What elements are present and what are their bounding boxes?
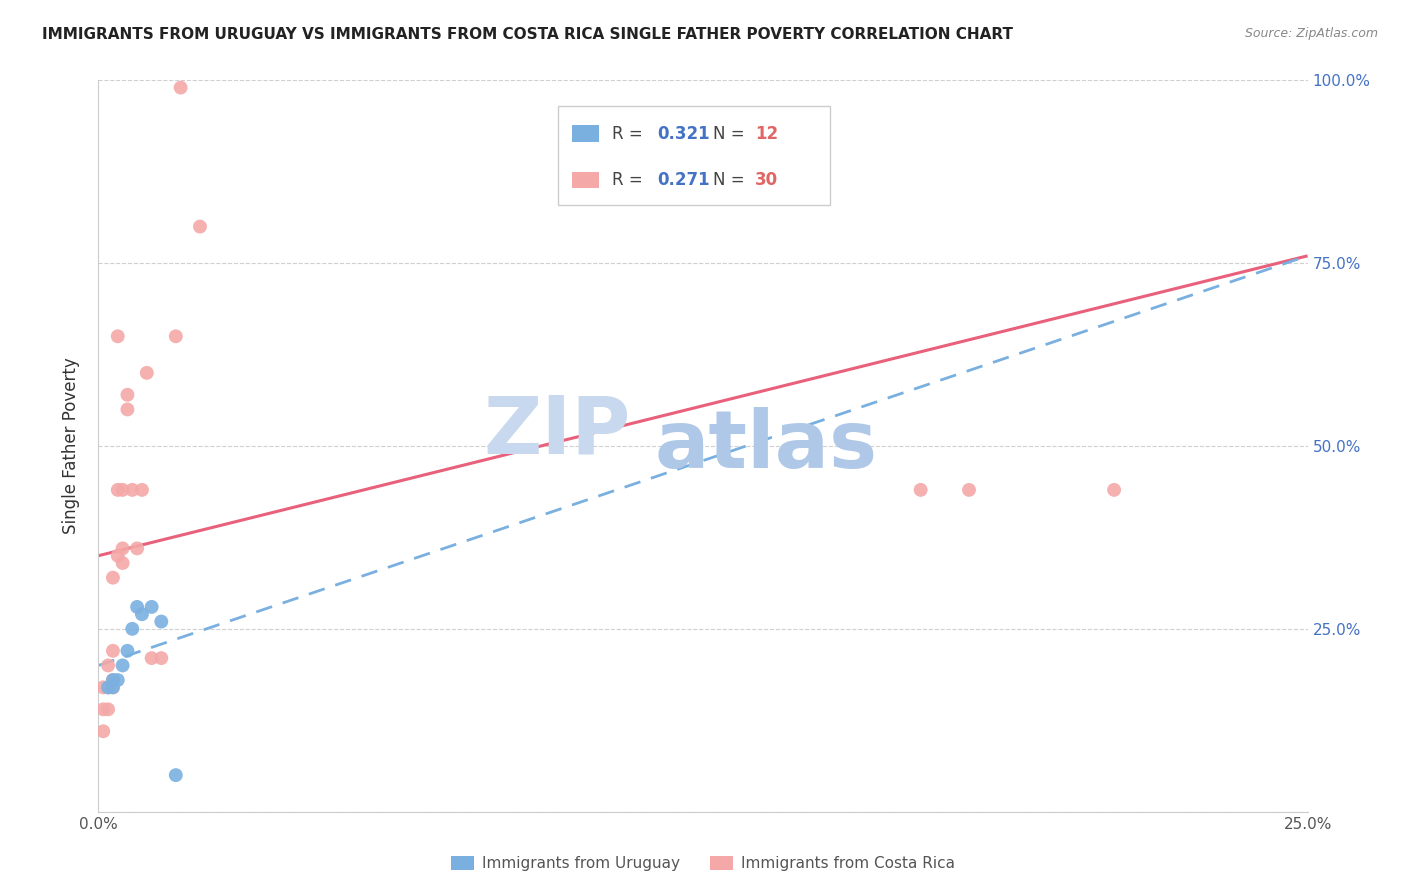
- Text: 0.271: 0.271: [657, 171, 710, 189]
- FancyBboxPatch shape: [572, 126, 599, 142]
- Point: [150, 651, 173, 665]
- Point: [150, 615, 173, 629]
- Point: [101, 681, 124, 695]
- Point: [165, 768, 187, 782]
- Point: [97, 702, 120, 716]
- Point: [127, 599, 149, 614]
- Point: [97, 658, 120, 673]
- Point: [101, 644, 124, 658]
- Point: [117, 402, 139, 417]
- Point: [135, 366, 157, 380]
- Text: R =: R =: [613, 125, 648, 143]
- Point: [111, 556, 134, 570]
- Point: [165, 329, 187, 343]
- Point: [141, 599, 163, 614]
- Point: [121, 483, 143, 497]
- Point: [91, 724, 114, 739]
- Point: [111, 483, 134, 497]
- Point: [101, 673, 124, 687]
- Text: 30: 30: [755, 171, 778, 189]
- Point: [957, 483, 980, 497]
- Point: [910, 483, 932, 497]
- Point: [131, 607, 153, 622]
- Legend: Immigrants from Uruguay, Immigrants from Costa Rica: Immigrants from Uruguay, Immigrants from…: [446, 850, 960, 877]
- Point: [127, 541, 149, 556]
- Point: [101, 681, 124, 695]
- FancyBboxPatch shape: [558, 106, 830, 204]
- Point: [101, 571, 124, 585]
- FancyBboxPatch shape: [572, 172, 599, 188]
- Point: [97, 681, 120, 695]
- Point: [91, 702, 114, 716]
- Text: Source: ZipAtlas.com: Source: ZipAtlas.com: [1244, 27, 1378, 40]
- Text: atlas: atlas: [655, 407, 877, 485]
- Point: [101, 673, 124, 687]
- Point: [169, 80, 191, 95]
- Point: [188, 219, 211, 234]
- Text: R =: R =: [613, 171, 648, 189]
- Point: [107, 673, 129, 687]
- Y-axis label: Single Father Poverty: Single Father Poverty: [62, 358, 80, 534]
- Text: 0.321: 0.321: [657, 125, 710, 143]
- Text: 12: 12: [755, 125, 778, 143]
- Point: [111, 541, 134, 556]
- Point: [107, 549, 129, 563]
- Text: IMMIGRANTS FROM URUGUAY VS IMMIGRANTS FROM COSTA RICA SINGLE FATHER POVERTY CORR: IMMIGRANTS FROM URUGUAY VS IMMIGRANTS FR…: [42, 27, 1014, 42]
- Text: N =: N =: [713, 171, 749, 189]
- Point: [107, 329, 129, 343]
- Point: [117, 644, 139, 658]
- Point: [107, 483, 129, 497]
- Point: [91, 681, 114, 695]
- Point: [117, 388, 139, 402]
- Point: [97, 681, 120, 695]
- Text: N =: N =: [713, 125, 749, 143]
- Point: [1102, 483, 1125, 497]
- Point: [131, 483, 153, 497]
- Text: ZIP: ZIP: [484, 392, 630, 470]
- Point: [111, 658, 134, 673]
- Point: [141, 651, 163, 665]
- Point: [121, 622, 143, 636]
